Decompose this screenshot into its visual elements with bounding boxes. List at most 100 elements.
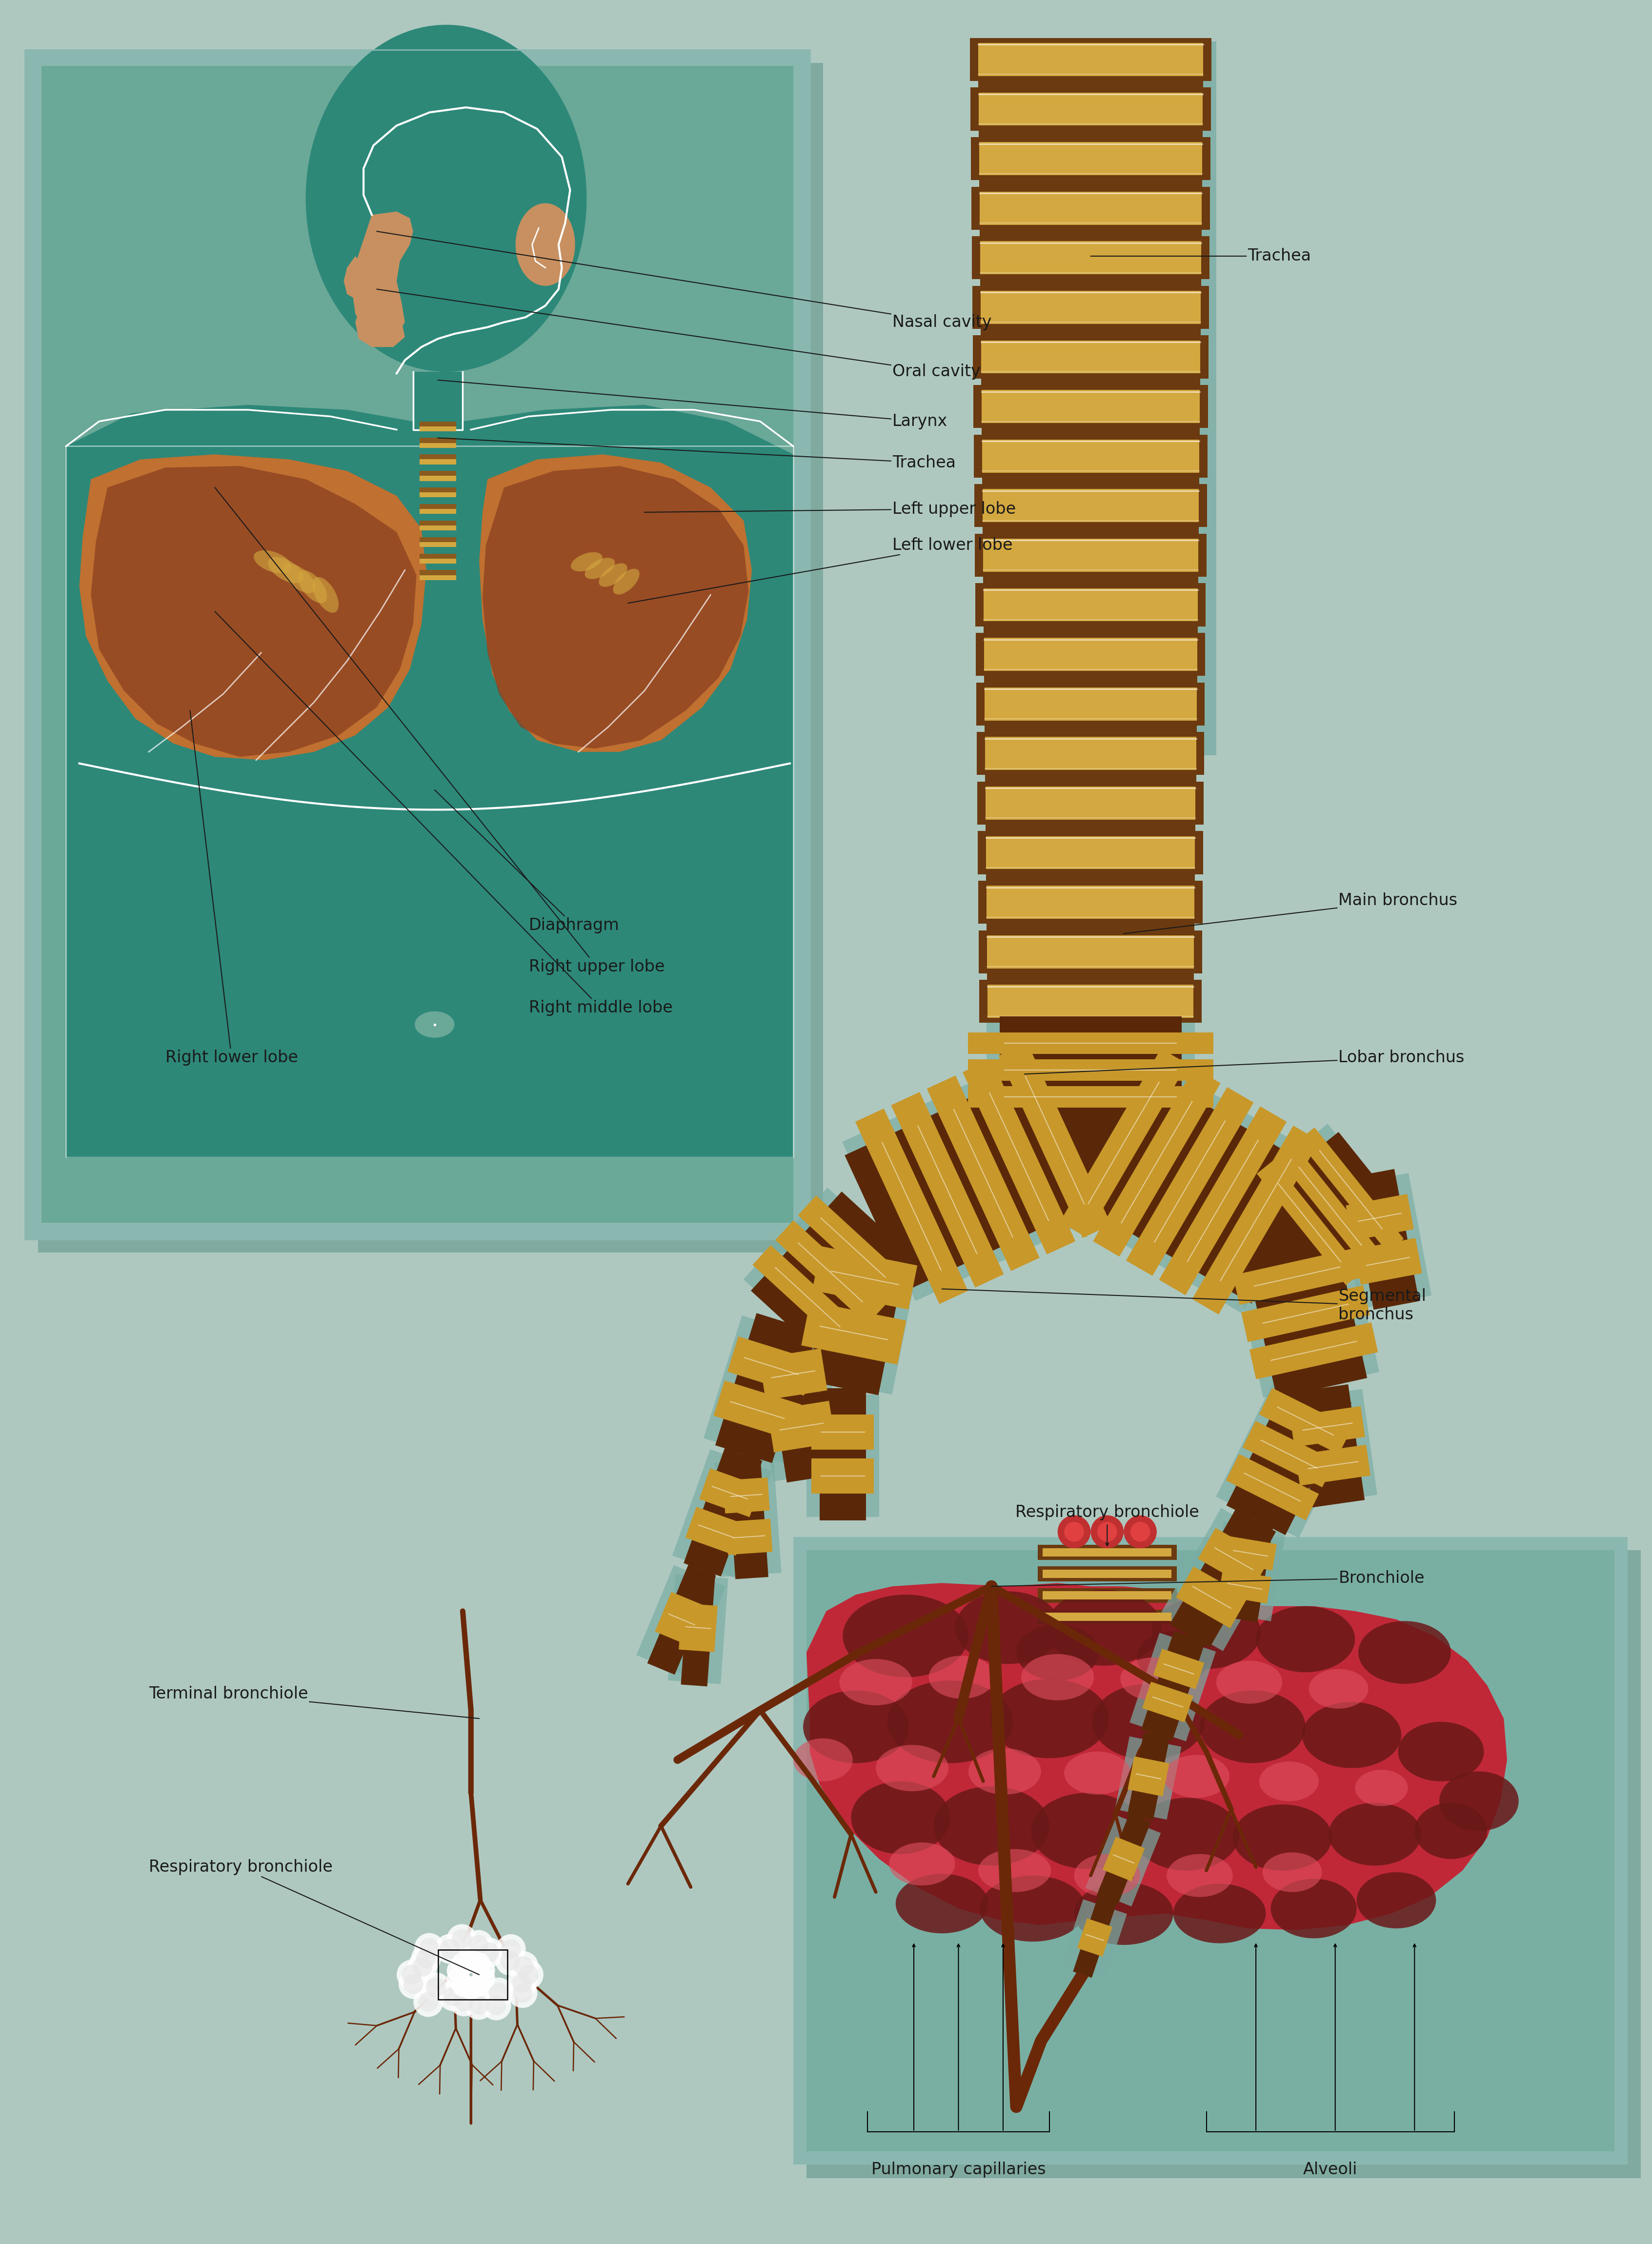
Text: Oral cavity: Oral cavity — [377, 289, 980, 379]
Polygon shape — [714, 1459, 781, 1578]
Circle shape — [519, 1966, 539, 1984]
Bar — [420, 536, 456, 543]
Polygon shape — [999, 1017, 1181, 1124]
Text: Segmental
bronchus: Segmental bronchus — [942, 1288, 1426, 1322]
Polygon shape — [1170, 1508, 1275, 1647]
Polygon shape — [727, 1337, 814, 1396]
Text: Pulmonary capillaries: Pulmonary capillaries — [871, 2161, 1046, 2177]
Ellipse shape — [415, 1012, 454, 1037]
Circle shape — [416, 1948, 436, 1968]
Polygon shape — [811, 1459, 874, 1495]
Polygon shape — [983, 523, 1198, 536]
Polygon shape — [355, 305, 405, 348]
Polygon shape — [1221, 1517, 1274, 1622]
Polygon shape — [1127, 1732, 1170, 1820]
Polygon shape — [1226, 1454, 1318, 1521]
Polygon shape — [704, 1315, 824, 1463]
Text: Alveoli: Alveoli — [1303, 2161, 1356, 2177]
Circle shape — [469, 1995, 489, 2015]
Ellipse shape — [1074, 1883, 1173, 1946]
Polygon shape — [727, 1454, 768, 1580]
Circle shape — [472, 1959, 496, 1981]
Ellipse shape — [1137, 1631, 1209, 1683]
Circle shape — [501, 1939, 520, 1959]
Circle shape — [496, 1946, 525, 1975]
Circle shape — [507, 1979, 537, 2008]
Polygon shape — [1077, 1919, 1112, 1957]
Text: Respiratory bronchiole: Respiratory bronchiole — [1014, 1503, 1199, 1519]
Polygon shape — [976, 682, 1204, 725]
Polygon shape — [1232, 1248, 1361, 1306]
Polygon shape — [352, 211, 413, 339]
Polygon shape — [976, 633, 1204, 675]
Polygon shape — [811, 1414, 874, 1450]
Ellipse shape — [793, 1739, 852, 1782]
Polygon shape — [819, 1389, 866, 1519]
Ellipse shape — [1166, 1854, 1232, 1896]
Bar — [1046, 1553, 1184, 1652]
Ellipse shape — [1259, 1762, 1318, 1802]
Ellipse shape — [1031, 1793, 1143, 1869]
Ellipse shape — [843, 1595, 968, 1676]
Polygon shape — [1226, 1373, 1351, 1535]
Polygon shape — [856, 1109, 968, 1304]
Polygon shape — [1061, 1898, 1127, 1979]
Polygon shape — [1224, 1537, 1277, 1571]
Ellipse shape — [851, 1782, 950, 1854]
Polygon shape — [981, 473, 1199, 487]
Ellipse shape — [282, 563, 316, 592]
Bar — [1037, 1609, 1176, 1625]
Polygon shape — [970, 88, 1211, 130]
Bar — [420, 422, 456, 431]
Circle shape — [486, 1995, 506, 2015]
Ellipse shape — [928, 1656, 995, 1699]
Bar — [1042, 1548, 1171, 1557]
Polygon shape — [980, 242, 1201, 274]
Polygon shape — [724, 1477, 770, 1512]
Bar — [420, 422, 456, 426]
Polygon shape — [654, 1591, 709, 1647]
Polygon shape — [681, 1569, 715, 1687]
Circle shape — [1123, 1515, 1156, 1548]
Polygon shape — [890, 1093, 1003, 1288]
Polygon shape — [1209, 1521, 1285, 1620]
Bar — [420, 456, 456, 465]
Ellipse shape — [515, 204, 575, 285]
Polygon shape — [985, 772, 1196, 785]
Polygon shape — [715, 1313, 813, 1463]
Polygon shape — [971, 236, 1209, 278]
Polygon shape — [927, 1075, 1039, 1270]
Polygon shape — [988, 985, 1193, 1019]
Ellipse shape — [1021, 1654, 1094, 1701]
Polygon shape — [1176, 1566, 1247, 1629]
Polygon shape — [725, 1519, 771, 1555]
Ellipse shape — [889, 1842, 955, 1885]
Circle shape — [451, 1952, 474, 1975]
Circle shape — [454, 1990, 474, 2011]
Polygon shape — [985, 687, 1196, 720]
Bar — [1042, 1613, 1171, 1620]
Polygon shape — [980, 141, 1201, 175]
Polygon shape — [983, 588, 1198, 622]
Circle shape — [469, 1934, 489, 1955]
Bar — [420, 536, 456, 548]
Polygon shape — [1252, 1124, 1409, 1286]
Bar — [420, 438, 456, 449]
Circle shape — [446, 1968, 469, 1990]
Polygon shape — [975, 583, 1206, 626]
Polygon shape — [981, 375, 1199, 388]
Polygon shape — [798, 1196, 909, 1299]
Circle shape — [514, 1957, 534, 1977]
Polygon shape — [978, 880, 1203, 925]
Circle shape — [451, 1930, 471, 1950]
Ellipse shape — [1016, 1625, 1099, 1681]
Ellipse shape — [876, 1746, 948, 1791]
Polygon shape — [679, 1602, 717, 1652]
Polygon shape — [482, 467, 748, 749]
Ellipse shape — [1328, 1802, 1421, 1865]
Bar — [38, 63, 823, 1252]
Circle shape — [438, 1981, 468, 2011]
Ellipse shape — [1232, 1804, 1332, 1871]
Circle shape — [413, 1988, 443, 2017]
Bar — [420, 521, 456, 530]
